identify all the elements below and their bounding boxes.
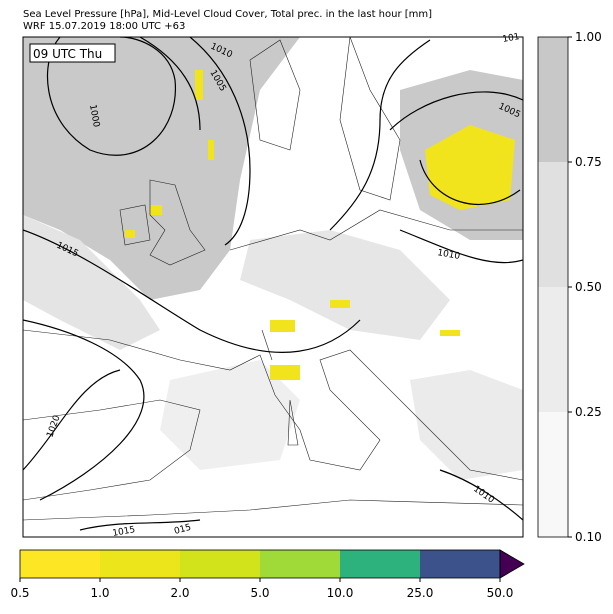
precip-colorbar bbox=[19, 549, 525, 579]
subtitle: WRF 15.07.2019 18:00 UTC +63 bbox=[23, 21, 185, 32]
tick-label: 2.0 bbox=[170, 586, 189, 600]
isobars bbox=[23, 37, 523, 531]
time-box bbox=[29, 43, 116, 63]
cloud-area bbox=[160, 360, 300, 470]
precip bbox=[125, 70, 515, 380]
colorbar-segment bbox=[340, 550, 420, 578]
tick-label: 50.0 bbox=[487, 586, 514, 600]
tick-label: 0.5 bbox=[10, 586, 29, 600]
contour-label: 1015 bbox=[112, 525, 136, 539]
tick-label: 5.0 bbox=[250, 586, 269, 600]
contour-label: 101 bbox=[502, 32, 521, 45]
cloud-area bbox=[23, 37, 300, 300]
cloud-area bbox=[410, 370, 523, 480]
colorbar-segment bbox=[20, 550, 100, 578]
cloud-colorbar bbox=[537, 36, 569, 538]
colorbar-segment bbox=[100, 550, 180, 578]
colorbar-segment bbox=[260, 550, 340, 578]
tick-label: 0.10 bbox=[575, 530, 602, 544]
colorbar-extend bbox=[499, 549, 525, 579]
tick-label: 1.00 bbox=[575, 30, 602, 44]
colorbar-segment bbox=[538, 287, 568, 412]
tick-label: 0.25 bbox=[575, 405, 602, 419]
colorbar-segment bbox=[538, 37, 568, 162]
tick-label: 1.0 bbox=[90, 586, 109, 600]
cloud-area bbox=[23, 215, 160, 350]
time-label: 09 UTC Thu bbox=[33, 47, 102, 61]
map: 09 UTC Thu 1010 1005 1000 1015 1010 1005… bbox=[22, 32, 524, 539]
map-frame bbox=[22, 36, 524, 538]
colorbar-segment bbox=[180, 550, 260, 578]
contour-label: 1000 bbox=[87, 104, 101, 129]
colorbar-segment bbox=[538, 412, 568, 537]
tick-label: 25.0 bbox=[407, 586, 434, 600]
tick-label: 10.0 bbox=[327, 586, 354, 600]
tick-label: 0.50 bbox=[575, 280, 602, 294]
coastlines bbox=[23, 37, 523, 521]
title: Sea Level Pressure [hPa], Mid-Level Clou… bbox=[23, 9, 432, 20]
contour-label: 015 bbox=[173, 523, 192, 537]
tick-label: 0.75 bbox=[575, 155, 602, 169]
cloud-area bbox=[240, 230, 450, 340]
colorbar-segment bbox=[420, 550, 500, 578]
colorbar-segment bbox=[538, 162, 568, 287]
contour-label: 1010 bbox=[436, 248, 461, 262]
